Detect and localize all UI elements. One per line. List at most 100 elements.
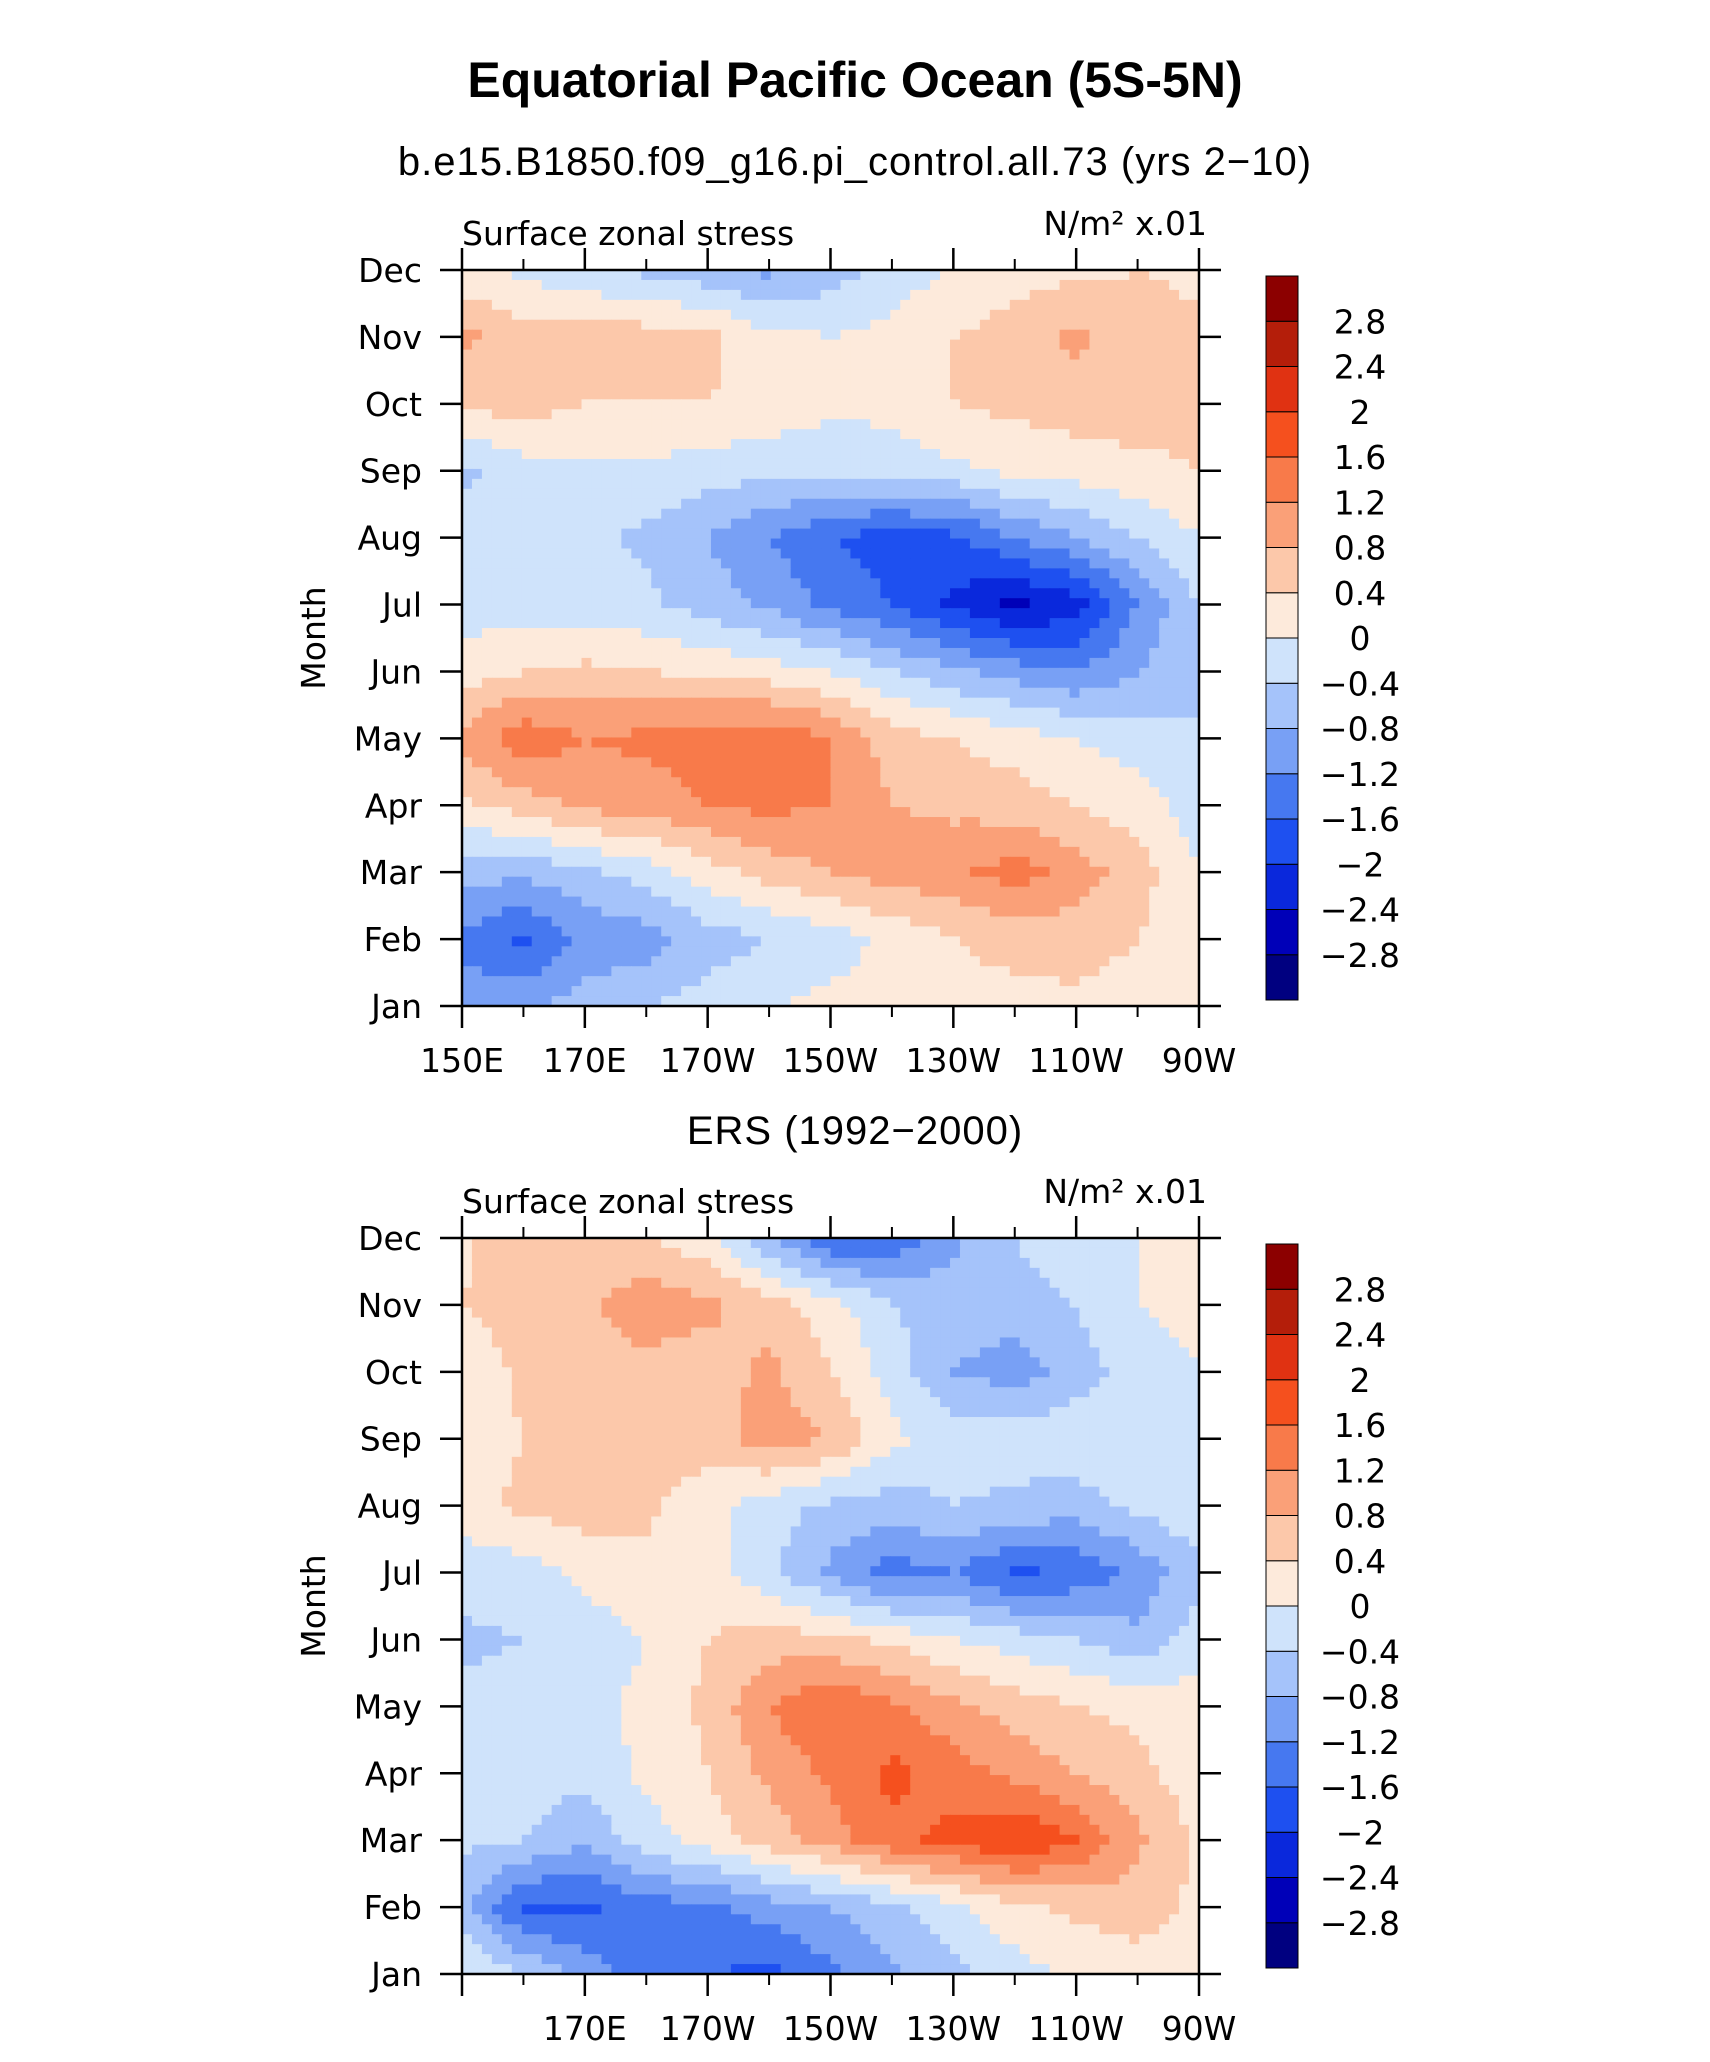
contour-cell xyxy=(770,906,782,918)
contour-cell xyxy=(691,429,702,440)
contour-cell xyxy=(681,677,692,689)
contour-cell xyxy=(481,289,493,301)
contour-cell xyxy=(501,657,513,669)
contour-cell xyxy=(571,379,583,390)
contour-cell xyxy=(501,439,513,450)
contour-cell xyxy=(840,468,852,480)
contour-cell xyxy=(491,896,503,908)
contour-cell xyxy=(1019,299,1031,311)
contour-cell xyxy=(1019,727,1031,739)
contour-cell xyxy=(1089,478,1101,490)
contour-cell xyxy=(571,866,583,878)
contour-cell xyxy=(671,618,682,629)
contour-cell xyxy=(651,329,662,341)
contour-cell xyxy=(1129,299,1140,311)
contour-cell xyxy=(611,309,622,321)
contour-cell xyxy=(810,369,822,381)
contour-cell xyxy=(671,846,682,858)
contour-cell xyxy=(800,906,812,918)
contour-cell xyxy=(730,797,742,808)
contour-cell xyxy=(1119,866,1130,878)
contour-cell xyxy=(999,886,1011,898)
contour-cell xyxy=(1129,329,1140,341)
contour-cell xyxy=(900,787,911,798)
contour-cell xyxy=(820,339,832,351)
contour-cell xyxy=(691,906,702,918)
contour-cell xyxy=(760,717,772,729)
contour-cell xyxy=(1129,647,1140,659)
contour-cell xyxy=(601,747,612,758)
contour-cell xyxy=(850,528,861,540)
contour-cell xyxy=(591,468,603,480)
contour-cell xyxy=(681,329,692,341)
contour-cell xyxy=(1189,697,1200,709)
contour-cell xyxy=(661,429,672,440)
contour-cell xyxy=(491,558,503,569)
contour-cell xyxy=(880,677,891,689)
contour-cell xyxy=(1169,677,1180,689)
contour-cell xyxy=(800,638,812,649)
contour-cell xyxy=(840,618,852,629)
contour-cell xyxy=(661,588,672,599)
contour-cell xyxy=(999,528,1011,540)
contour-cell xyxy=(1119,558,1130,569)
contour-cell xyxy=(1059,846,1071,858)
contour-cell xyxy=(710,329,722,341)
contour-cell xyxy=(1179,568,1190,579)
contour-cell xyxy=(671,279,682,291)
contour-cell xyxy=(1089,608,1101,619)
contour-cell xyxy=(1059,588,1071,599)
contour-cell xyxy=(740,578,752,589)
contour-cell xyxy=(1099,797,1110,808)
contour-cell xyxy=(920,916,931,928)
contour-cell xyxy=(730,319,742,331)
contour-cell xyxy=(959,856,971,868)
contour-cell xyxy=(701,797,712,808)
contour-cell xyxy=(1039,906,1051,918)
contour-cell xyxy=(800,687,812,699)
contour-cell xyxy=(481,488,493,500)
contour-cell xyxy=(501,498,513,510)
contour-cell xyxy=(701,657,712,669)
contour-cell xyxy=(870,628,881,639)
contour-cell xyxy=(920,329,931,341)
contour-cell xyxy=(481,936,493,947)
contour-cell xyxy=(890,757,901,768)
contour-cell xyxy=(1129,339,1140,351)
contour-cell xyxy=(780,757,792,768)
contour-cell xyxy=(541,349,553,361)
contour-cell xyxy=(462,846,473,858)
contour-cell xyxy=(1009,538,1021,550)
contour-cell xyxy=(840,399,852,410)
contour-cell xyxy=(910,458,921,470)
contour-cell xyxy=(1139,707,1150,719)
contour-cell xyxy=(1189,409,1200,420)
contour-cell xyxy=(481,299,493,311)
contour-cell xyxy=(541,458,553,470)
contour-cell xyxy=(1179,697,1190,709)
contour-cell xyxy=(920,379,931,390)
contour-cell xyxy=(1179,906,1190,918)
contour-cell xyxy=(979,389,991,400)
contour-cell xyxy=(531,538,543,550)
contour-cell xyxy=(840,588,852,599)
contour-cell xyxy=(1089,807,1101,818)
contour-cell xyxy=(900,538,911,550)
contour-cell xyxy=(601,836,612,848)
contour-cell xyxy=(1179,707,1190,719)
contour-cell xyxy=(671,319,682,331)
contour-cell xyxy=(481,528,493,540)
contour-cell xyxy=(1179,329,1190,341)
contour-cell xyxy=(1029,856,1041,868)
contour-cell xyxy=(1169,707,1180,719)
contour-cell xyxy=(760,687,772,699)
contour-cell xyxy=(491,846,503,858)
contour-cell xyxy=(701,697,712,709)
contour-cell xyxy=(740,538,752,550)
contour-cell xyxy=(481,568,493,579)
contour-cell xyxy=(611,638,622,649)
contour-cell xyxy=(1119,289,1130,301)
contour-cell xyxy=(531,369,543,381)
contour-cell xyxy=(521,936,533,947)
contour-cell xyxy=(561,518,573,530)
